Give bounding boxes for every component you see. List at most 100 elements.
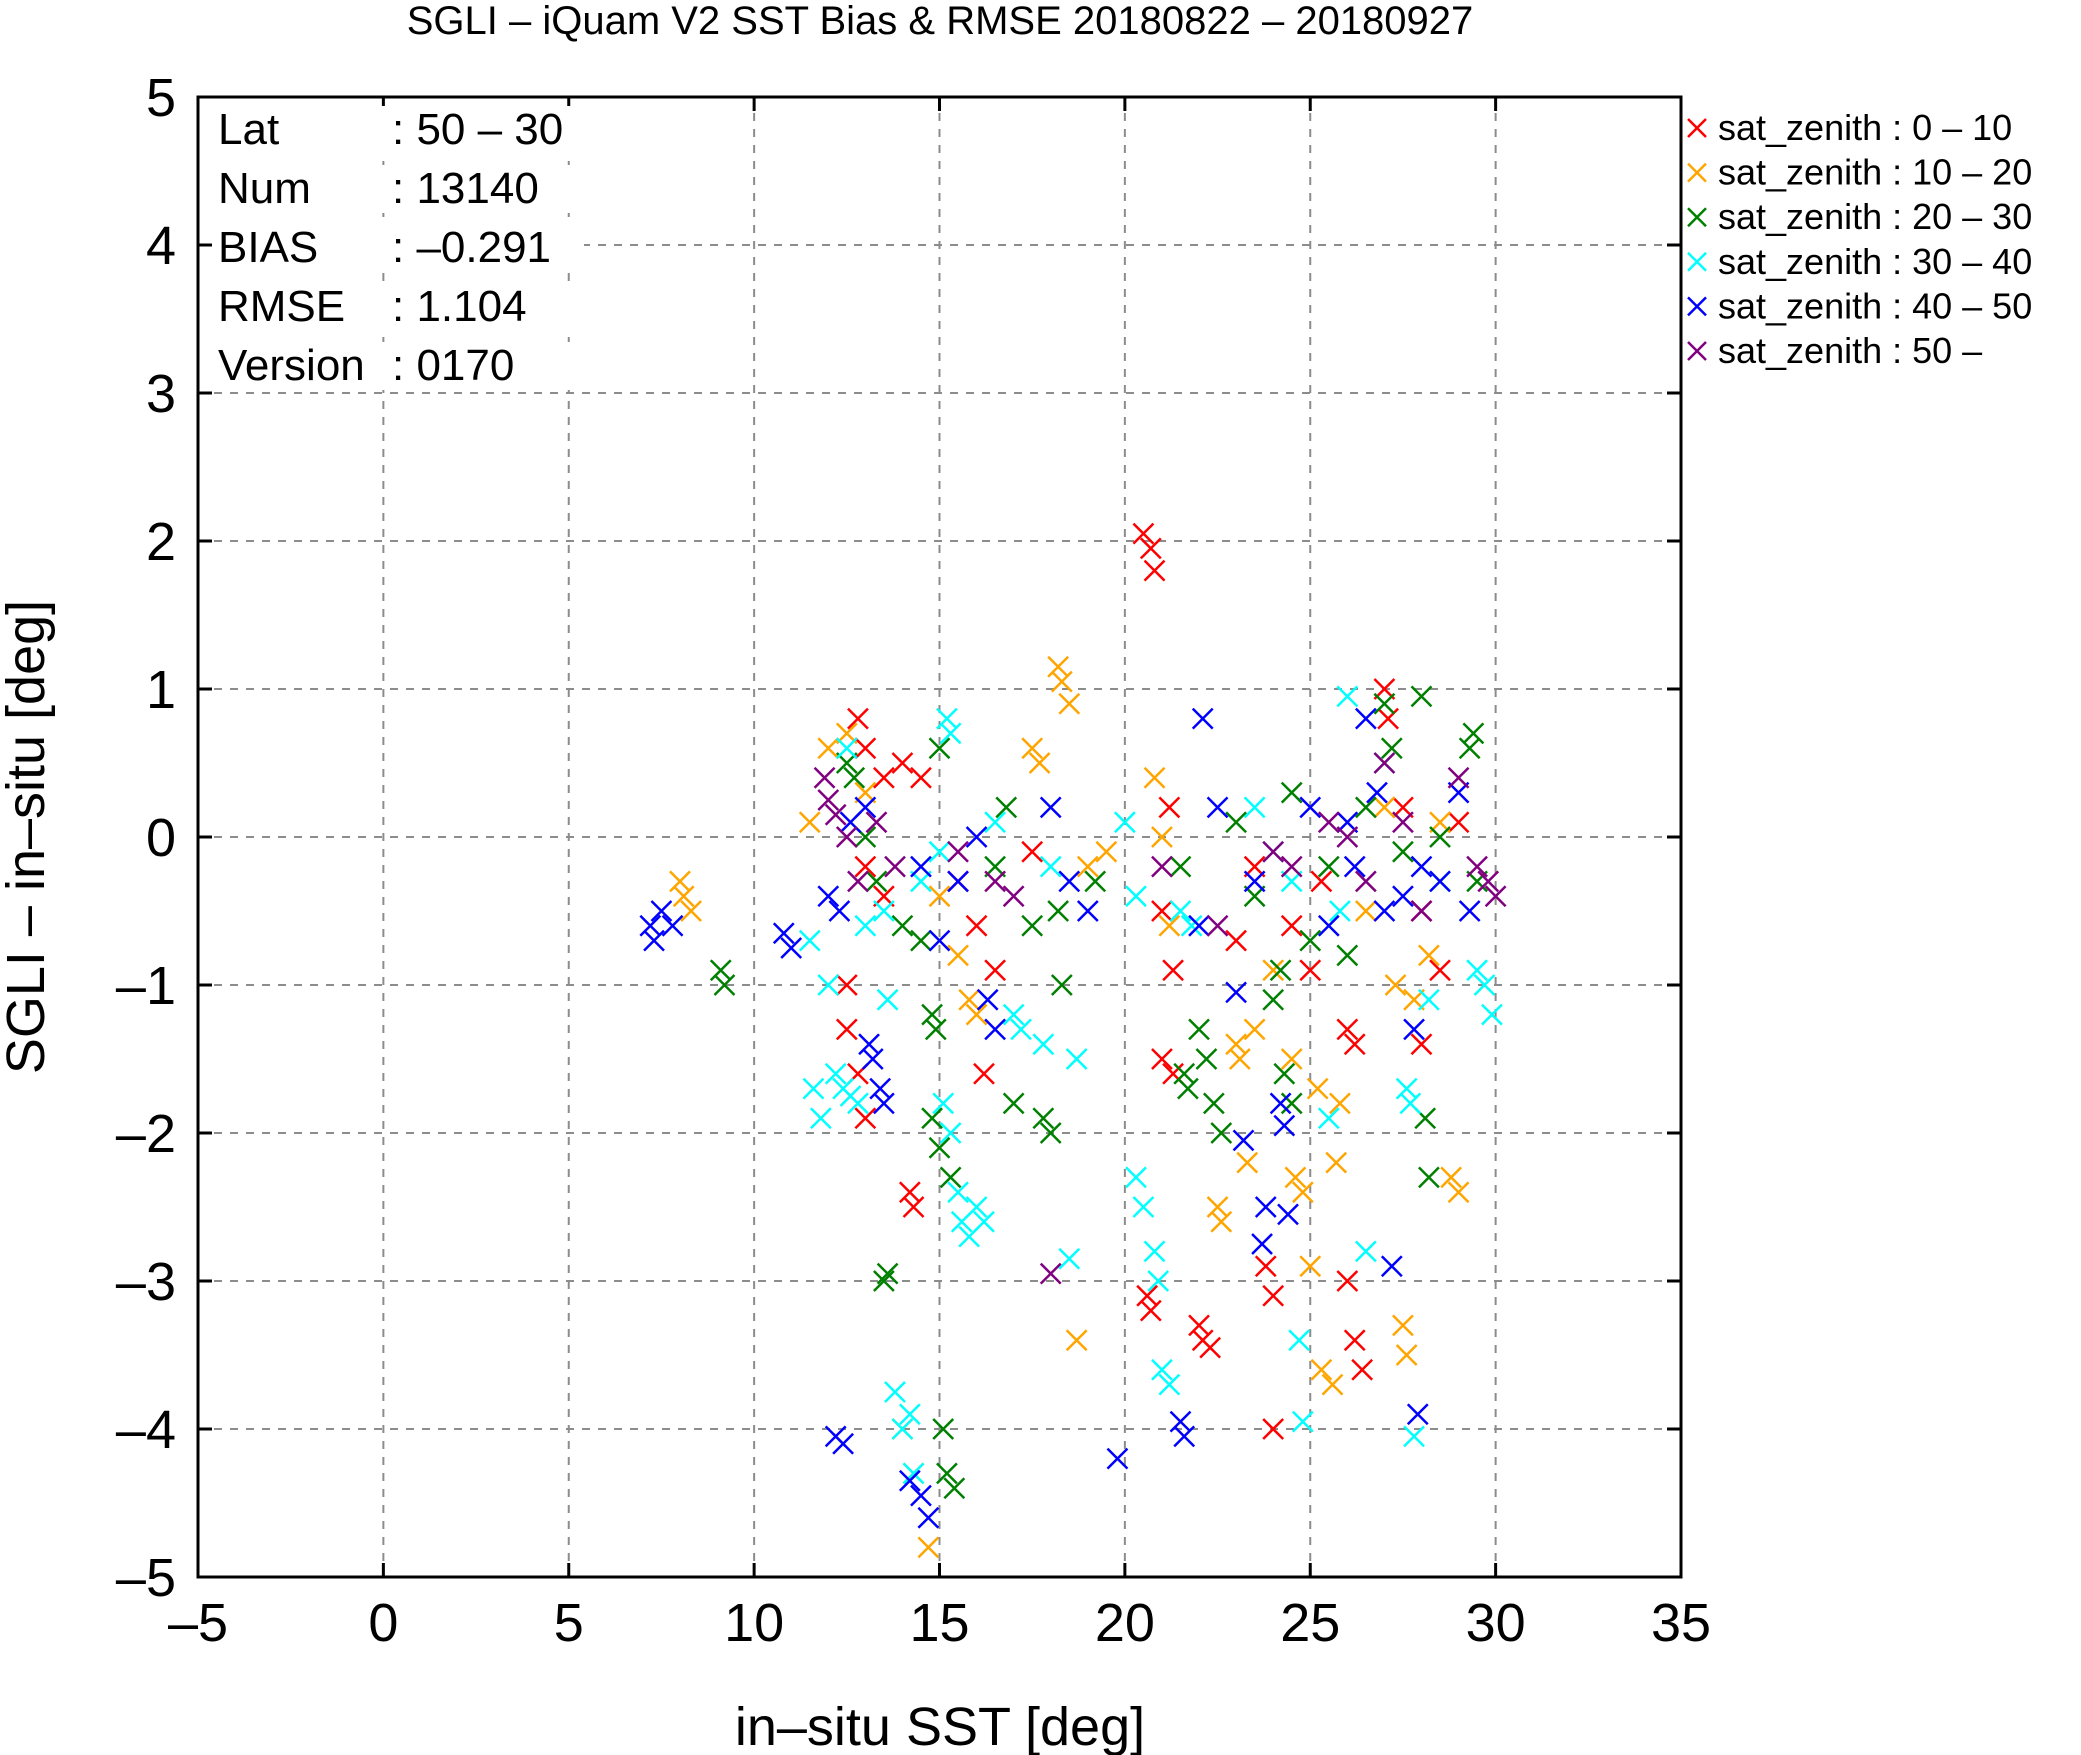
scatter-point xyxy=(847,1092,869,1115)
legend-marker xyxy=(1687,118,1707,138)
stats-label-bg xyxy=(212,283,388,331)
scatter-point xyxy=(1336,1018,1359,1041)
scatter-point xyxy=(1410,900,1433,922)
scatter-point xyxy=(1306,1077,1329,1100)
stats-value-bg xyxy=(388,106,584,154)
legend-marker xyxy=(1687,341,1707,361)
scatter-point xyxy=(1392,811,1414,834)
scatter-point xyxy=(928,737,951,760)
scatter-point xyxy=(898,1181,921,1204)
scatter-point xyxy=(1095,840,1118,863)
scatter-point xyxy=(1280,914,1303,937)
scatter-point xyxy=(1225,811,1247,834)
scatter-point xyxy=(984,811,1006,834)
scatter-point xyxy=(898,1469,921,1492)
scatter-point xyxy=(921,1107,943,1130)
scatter-point xyxy=(1410,685,1433,708)
scatter-point xyxy=(1269,1092,1292,1115)
stats-value: : 13140 xyxy=(392,164,539,213)
legend-marker xyxy=(1687,207,1707,228)
scatter-point xyxy=(661,914,684,937)
scatter-point xyxy=(1047,900,1070,922)
legend-entry: sat_zenith : 20 – 30 xyxy=(1718,196,2032,237)
scatter-point xyxy=(672,885,695,908)
scatter-point xyxy=(713,974,736,996)
scatter-point xyxy=(1254,1255,1277,1278)
scatter-point xyxy=(1050,670,1073,693)
scatter-point xyxy=(639,914,662,937)
scatter-point xyxy=(1143,766,1166,789)
y-tick-label: –5 xyxy=(116,1548,176,1608)
scatter-point xyxy=(802,1077,825,1100)
scatter-point xyxy=(947,870,969,893)
scatter-point xyxy=(1188,1314,1210,1337)
scatter-point xyxy=(902,1462,925,1485)
scatter-point xyxy=(1410,855,1433,878)
scatter-point xyxy=(995,796,1018,819)
scatter-point xyxy=(917,1506,940,1529)
scatter-point xyxy=(865,870,888,893)
scatter-point xyxy=(1039,1122,1062,1144)
stats-value: : 50 – 30 xyxy=(392,105,563,154)
scatter-point xyxy=(928,1136,951,1159)
scatter-point xyxy=(1343,1033,1366,1056)
scatter-point xyxy=(1273,1062,1296,1085)
scatter-point xyxy=(1225,929,1247,952)
scatter-point xyxy=(1039,1262,1062,1285)
scatter-point xyxy=(1447,766,1470,789)
x-tick-label: –5 xyxy=(168,1593,228,1653)
scatter-point xyxy=(1395,1077,1418,1100)
scatter-point xyxy=(1310,1358,1333,1381)
scatter-point xyxy=(1373,796,1396,819)
scatter-point xyxy=(1169,855,1192,878)
scatter-point xyxy=(891,914,914,937)
scatter-point xyxy=(1336,826,1359,848)
scatter-point xyxy=(873,1092,895,1115)
legend-marker xyxy=(1687,251,1707,272)
stats-box: Lat: 50 – 30 Num: 13140 BIAS: –0.291 RMSE: … xyxy=(212,105,584,390)
scatter-point xyxy=(843,766,866,789)
x-tick-label: 20 xyxy=(1095,1593,1155,1653)
scatter-point xyxy=(1354,870,1377,893)
scatter-point xyxy=(928,840,951,863)
scatter-point xyxy=(1310,870,1333,893)
scatter-point xyxy=(891,752,914,774)
scatter-point xyxy=(1162,959,1184,982)
scatter-point xyxy=(965,826,988,848)
scatter-point xyxy=(1380,737,1403,760)
scatter-point xyxy=(1177,1077,1199,1100)
scatter-point xyxy=(1440,1166,1463,1189)
scatter-point xyxy=(939,1122,962,1144)
scatter-point xyxy=(1132,522,1155,545)
scatter-point xyxy=(1366,781,1388,804)
scatter-point xyxy=(1206,1196,1229,1218)
scatter-point xyxy=(1002,885,1025,908)
scatter-point xyxy=(861,1048,884,1070)
scatter-point xyxy=(1336,685,1359,708)
scatter-point xyxy=(1136,1284,1159,1307)
scatter-point xyxy=(1343,855,1366,878)
legend-marker xyxy=(1687,296,1707,317)
scatter-point xyxy=(1243,796,1266,819)
x-tick-label: 30 xyxy=(1466,1593,1526,1653)
scatter-point xyxy=(1076,900,1099,922)
scatter-point xyxy=(1210,1122,1233,1144)
scatter-point xyxy=(939,1166,962,1189)
scatter-point xyxy=(1399,1092,1422,1115)
scatter-point xyxy=(1354,1240,1377,1263)
scatter-point xyxy=(1280,1092,1303,1115)
scatter-point xyxy=(780,937,803,959)
scatter-point xyxy=(835,1018,858,1041)
scatter-point xyxy=(854,1107,877,1130)
scatter-point xyxy=(643,929,665,952)
stats-value: : 1.104 xyxy=(392,282,527,331)
stats-label: BIAS xyxy=(218,223,318,272)
scatter-point xyxy=(1321,1373,1344,1396)
stats-value: : 0170 xyxy=(392,341,514,390)
scatter-point xyxy=(1395,1344,1418,1366)
scatter-point xyxy=(1269,959,1292,982)
scatter-point xyxy=(1125,1166,1147,1189)
scatter-point xyxy=(1028,752,1051,774)
y-tick-label: 4 xyxy=(146,216,176,276)
